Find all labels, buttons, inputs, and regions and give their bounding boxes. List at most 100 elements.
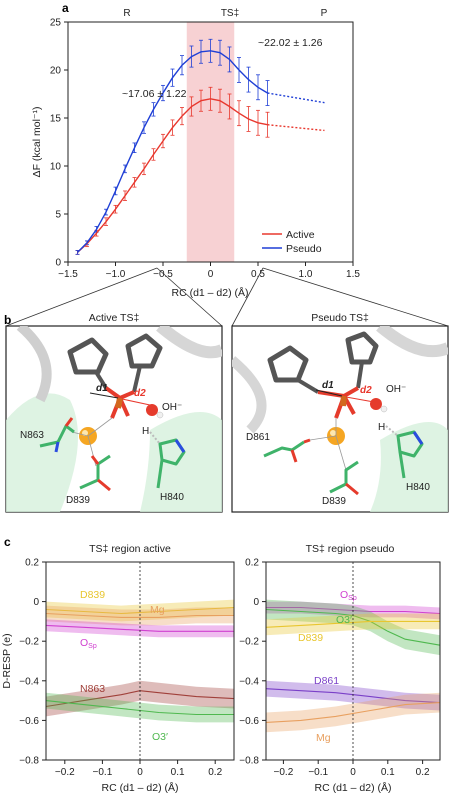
- y-tick-label: −0.4: [239, 676, 259, 687]
- c-right-label-osp: OSp: [340, 589, 357, 602]
- confidence-band-osp: [46, 619, 234, 638]
- c-right-label-d861: D861: [314, 675, 339, 687]
- y-axis-label-a: ΔF (kcal mol⁻¹): [31, 107, 43, 178]
- series-line-active: [77, 98, 268, 253]
- x-tick-label-a: 0: [208, 269, 214, 280]
- label-hydroxide-active: OH⁻: [162, 402, 182, 413]
- x-tick-label: −0.1: [93, 767, 113, 778]
- distance-label-d2-active: d2: [134, 388, 146, 399]
- y-tick-label-a: 10: [50, 162, 62, 173]
- error-bar-pseudo: [265, 80, 270, 106]
- label-d861: D861: [246, 432, 270, 443]
- x-tick-label: 0: [350, 767, 356, 778]
- panel-label-c: c: [4, 535, 11, 549]
- y-tick-label-a: 25: [50, 18, 62, 29]
- y-tick-label-a: 20: [50, 66, 62, 77]
- legend-label-active: Active: [286, 229, 315, 241]
- c-right-label-d839: D839: [298, 632, 323, 644]
- label-transition-state: TS‡: [221, 8, 239, 19]
- structure-active: d1 d2 OH⁻ N863 D839: [5, 325, 223, 513]
- y-tick-label: 0.2: [245, 558, 259, 569]
- series-line-mg: [265, 702, 441, 723]
- label-d839-pseudo: D839: [322, 496, 346, 507]
- structure-pseudo-frame: [231, 325, 449, 513]
- c-left-label-osp: OSp: [80, 637, 97, 650]
- x-tick-label: −0.2: [55, 767, 75, 778]
- y-axis-label: D-RESP (e): [1, 633, 13, 688]
- x-tick-label-a: −0.5: [153, 269, 173, 280]
- structure-title-active: Active TS‡: [89, 312, 140, 324]
- series-line-pseudo: [77, 50, 268, 253]
- label-product: P: [321, 8, 328, 19]
- c-left-label-n863: N863: [80, 683, 105, 695]
- y-tick-label: 0.2: [25, 558, 39, 569]
- series-line-mg: [45, 612, 234, 618]
- x-tick-label: −0.1: [308, 767, 328, 778]
- charge-chart-active: −0.2 −0.1 0 0.1 0.2 0.2 0 −0.2 −0.4 −0.6 −0.8 RC (d…: [1, 558, 235, 794]
- c-right-label-o3: O3′: [336, 614, 352, 626]
- legend-label-pseudo: Pseudo: [286, 243, 322, 255]
- zoom-line-left-outer: [5, 267, 158, 327]
- x-axis-label-a: RC (d1 – d2) (Å): [171, 286, 248, 299]
- confidence-band-d839: [266, 613, 440, 636]
- label-h840-pseudo: H840: [406, 482, 430, 493]
- x-tick-label-a: 0.5: [251, 269, 265, 280]
- distance-label-d2-pseudo: d2: [360, 385, 372, 396]
- x-tick-label: 0.1: [171, 767, 185, 778]
- c-left-label-d839: D839: [80, 589, 105, 601]
- legend: Active Pseudo: [262, 229, 322, 255]
- y-tick-label: −0.2: [239, 637, 259, 648]
- y-tick-label-a: 5: [55, 210, 61, 221]
- label-d839-active: D839: [66, 495, 90, 506]
- panel-label-a: a: [62, 1, 69, 15]
- x-tick-label: 0: [137, 767, 143, 778]
- y-tick-label: −0.6: [239, 716, 259, 727]
- zoom-line-right-outer: [262, 267, 449, 327]
- c-right-label-mg: Mg: [316, 732, 331, 744]
- distance-label-d1-pseudo: d1: [322, 380, 334, 391]
- c-left-label-mg: Mg: [150, 604, 165, 616]
- x-tick-label-a: −1.0: [106, 269, 126, 280]
- c-left-label-o3: O3′: [152, 731, 168, 743]
- x-tick-label: −0.2: [274, 767, 294, 778]
- annotation-active-barrier: ~17.06 ± 1.22: [122, 88, 187, 100]
- free-energy-chart: −1.5 −1.0 −0.5 0 0.5 1.0 1.5 0 5 10 15 20 25 R TS‡ P…: [31, 8, 360, 299]
- zoom-line-left-inner: [156, 267, 223, 327]
- y-tick-label: −0.4: [19, 676, 39, 687]
- label-reactant: R: [123, 8, 130, 19]
- x-tick-label: 0.2: [208, 767, 222, 778]
- y-tick-label: −0.8: [19, 756, 39, 767]
- structure-title-pseudo: Pseudo TS‡: [311, 312, 369, 324]
- distance-label-d1-active: d1: [96, 383, 108, 394]
- x-tick-label: 0.2: [416, 767, 430, 778]
- x-tick-label-a: 1.5: [346, 269, 360, 280]
- label-h840-active: H840: [160, 492, 184, 503]
- y-tick-label: −0.8: [239, 756, 259, 767]
- x-axis-label: RC (d1 – d2) (Å): [101, 781, 178, 794]
- y-tick-label: 0: [33, 597, 39, 608]
- y-tick-label: −0.6: [19, 716, 39, 727]
- confidence-band-mg: [266, 692, 440, 733]
- y-tick-label: 0: [253, 597, 259, 608]
- x-tick-label-a: 1.0: [299, 269, 313, 280]
- zoom-line-right-inner: [231, 267, 264, 327]
- series-extrapolation-active: [267, 124, 325, 132]
- title-c-right: TS‡ region pseudo: [306, 543, 395, 555]
- series-line-d839: [45, 606, 235, 615]
- annotation-pseudo-barrier: ~22.02 ± 1.26: [258, 37, 323, 49]
- panel-label-b: b: [4, 313, 11, 327]
- title-c-left: TS‡ region active: [89, 543, 171, 555]
- confidence-band-o3: [266, 599, 440, 656]
- y-tick-label: −0.2: [19, 637, 39, 648]
- x-tick-label-a: −1.5: [58, 269, 78, 280]
- x-axis-label: RC (d1 – d2) (Å): [314, 781, 391, 794]
- label-hydroxide-pseudo: OH⁻: [386, 384, 406, 395]
- series-line-o3: [265, 608, 441, 646]
- label-h-pseudo: H: [378, 422, 385, 433]
- structure-pseudo: d1 d2 OH⁻ D861 D839 H H840: [231, 325, 449, 513]
- charge-chart-pseudo: −0.2 −0.1 0 0.1 0.2 0.2 0 −0.2 −0.4 −0.6 −0.8 RC (d…: [239, 558, 441, 794]
- label-n863: N863: [20, 430, 44, 441]
- label-h-active: H: [142, 426, 149, 437]
- y-tick-label-a: 15: [50, 114, 62, 125]
